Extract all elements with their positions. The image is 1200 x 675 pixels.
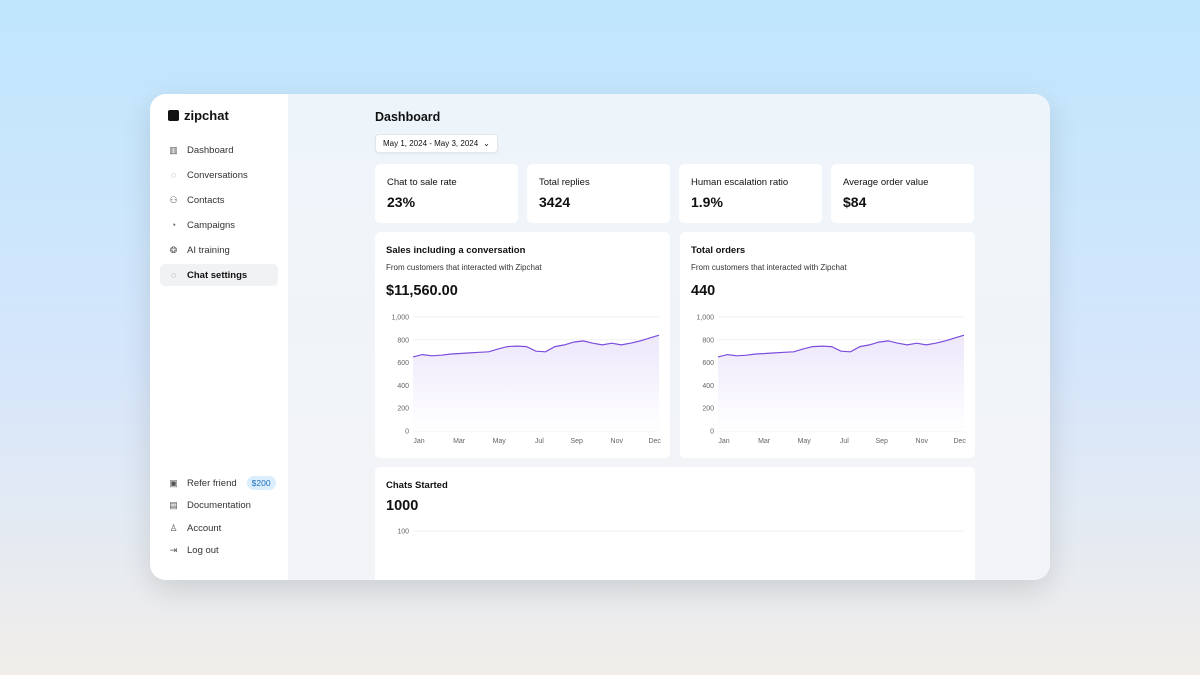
x-tick-label: Jul: [535, 438, 544, 445]
sidebar-item-label: Documentation: [187, 500, 251, 512]
kpi-label: Average order value: [843, 177, 929, 188]
kpi-value: 3424: [539, 194, 571, 210]
zipchat-logo-icon: [168, 110, 179, 121]
sidebar-item-dashboard[interactable]: ▥ Dashboard: [160, 139, 278, 161]
chart-subtitle: From customers that interacted with Zipc…: [691, 263, 847, 272]
y-tick-label: 0: [710, 429, 714, 436]
y-tick-label: 600: [397, 360, 409, 367]
gift-icon: ▣: [169, 477, 178, 488]
kpi-label: Total replies: [539, 177, 590, 188]
kpi-value: $84: [843, 194, 867, 210]
series-line: [717, 334, 965, 358]
y-tick-label: 200: [702, 406, 714, 413]
y-tick-label: 400: [397, 383, 409, 390]
sidebar-item-refer-friend[interactable]: ▣ Refer friend $200: [160, 472, 278, 495]
sidebar-item-label: Contacts: [187, 194, 225, 206]
sidebar-item-label: Log out: [187, 545, 219, 557]
kpi-label: Human escalation ratio: [691, 177, 789, 188]
kpi-label: Chat to sale rate: [387, 177, 457, 188]
chart-total: 1000: [386, 498, 419, 514]
kpi-card: Chat to sale rate 23%: [375, 164, 518, 223]
sidebar-item-documentation[interactable]: ▤ Documentation: [160, 495, 278, 518]
sidebar: zipchat ▥ Dashboard ◌ Conversations ⚇ Contact…: [150, 94, 288, 580]
sidebar-item-account[interactable]: ♙ Account: [160, 517, 278, 540]
page-title: Dashboard: [375, 110, 441, 124]
kpi-card: Average order value $84: [831, 164, 974, 223]
sidebar-item-campaigns[interactable]: ◔ Campaigns: [160, 214, 278, 236]
sidebar-item-label: Refer friend: [187, 477, 237, 489]
x-tick-label: Nov: [611, 438, 624, 445]
series-line: [412, 334, 660, 358]
chevron-down-icon: ⌄: [483, 139, 490, 148]
sidebar-item-chat-settings[interactable]: ◌ Chat settings: [160, 264, 278, 286]
sidebar-item-log-out[interactable]: ⇥ Log out: [160, 540, 278, 563]
sidebar-item-label: Campaigns: [187, 219, 236, 231]
chart-card: Sales including a conversation From custo…: [375, 232, 670, 458]
x-tick-label: Mar: [453, 438, 466, 445]
sidebar-item-contacts[interactable]: ⚇ Contacts: [160, 189, 278, 211]
sidebar-item-label: Account: [187, 522, 222, 534]
kpi-value: 1.9%: [691, 194, 723, 210]
chart-card: Chats Started 1000 100: [375, 467, 975, 580]
users-icon: ⚇: [169, 194, 178, 205]
y-tick-label: 600: [702, 360, 714, 367]
chart-total: 440: [691, 283, 716, 299]
kpi-card: Total replies 3424: [527, 164, 670, 223]
user-icon: ♙: [169, 522, 178, 533]
chat-settings-icon: ◌: [170, 270, 177, 280]
x-tick-label: May: [798, 438, 812, 445]
x-tick-label: Mar: [758, 438, 771, 445]
chat-bubble-icon: ◌: [170, 170, 177, 180]
logout-icon: ⇥: [169, 545, 178, 556]
sidebar-item-conversations[interactable]: ◌ Conversations: [160, 164, 278, 186]
date-range-picker[interactable]: May 1, 2024 - May 3, 2024 ⌄: [375, 134, 498, 153]
main-content: Dashboard May 1, 2024 - May 3, 2024 ⌄ Cha…: [288, 94, 1050, 580]
sidebar-item-label: Conversations: [187, 169, 248, 181]
x-tick-label: Jan: [718, 438, 729, 445]
y-tick-label: 0: [405, 429, 409, 436]
logo[interactable]: zipchat: [168, 108, 278, 123]
y-tick-label: 1,000: [391, 315, 409, 322]
chart-total: $11,560.00: [386, 283, 458, 299]
chart-title: Total orders: [691, 245, 746, 256]
bar-chart-icon: ▥: [169, 144, 178, 155]
chart-title: Sales including a conversation: [386, 245, 526, 256]
sidebar-item-ai-training[interactable]: ❂ AI training: [160, 239, 278, 261]
referral-badge: $200: [246, 476, 276, 491]
sidebar-item-label: Dashboard: [187, 144, 234, 156]
sidebar-item-label: AI training: [187, 244, 230, 256]
area-chart: 100: [397, 529, 964, 536]
x-tick-label: Dec: [953, 438, 966, 445]
y-tick-label: 1,000: [696, 315, 714, 322]
y-tick-label: 800: [397, 337, 409, 344]
x-tick-label: Jan: [413, 438, 424, 445]
brain-icon: ❂: [169, 244, 178, 255]
x-tick-label: Sep: [570, 438, 583, 445]
chart-title: Chats Started: [386, 480, 448, 491]
chart-subtitle: From customers that interacted with Zipc…: [386, 263, 542, 272]
x-tick-label: May: [493, 438, 507, 445]
kpi-card: Human escalation ratio 1.9%: [679, 164, 822, 223]
x-tick-label: Dec: [648, 438, 661, 445]
y-tick-label: 200: [397, 406, 409, 413]
y-tick-label: 100: [397, 529, 409, 536]
x-tick-label: Sep: [875, 438, 888, 445]
app-window: zipchat ▥ Dashboard ◌ Conversations ⚇ Contact…: [150, 94, 1050, 580]
x-tick-label: Nov: [916, 438, 929, 445]
area-chart: 0 200 400 600 800 1,000 Jan Mar May Jul Sep Nov Dec: [391, 315, 661, 446]
y-tick-label: 400: [702, 383, 714, 390]
y-tick-label: 800: [702, 337, 714, 344]
area-fill: [718, 335, 964, 431]
kpi-value: 23%: [387, 194, 416, 210]
area-chart: 0 200 400 600 800 1,000 Jan Mar May Jul Sep Nov Dec: [696, 315, 966, 446]
area-fill: [413, 335, 659, 431]
book-icon: ▤: [169, 500, 178, 511]
sidebar-item-label: Chat settings: [187, 269, 248, 281]
chart-card: Total orders From customers that interact…: [680, 232, 975, 458]
megaphone-icon: ◔: [170, 220, 177, 230]
x-tick-label: Jul: [840, 438, 849, 445]
